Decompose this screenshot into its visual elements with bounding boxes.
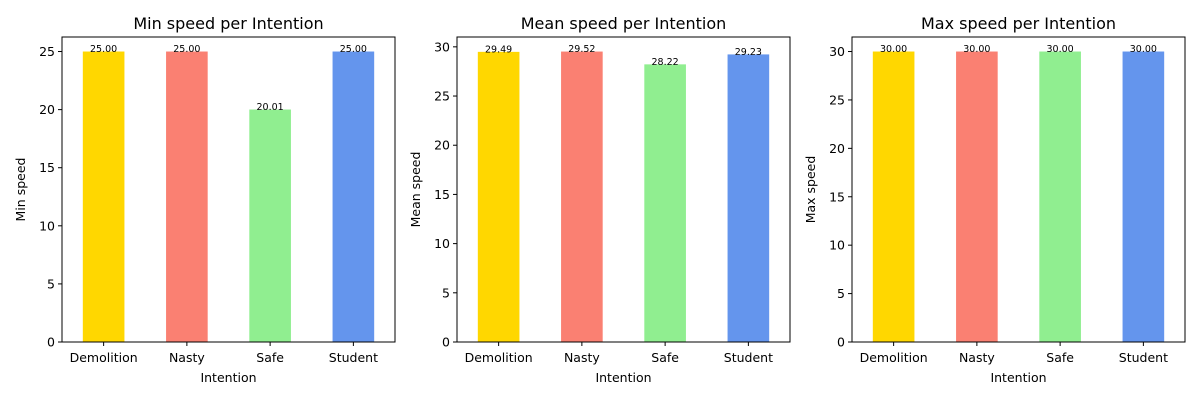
- x-tick-label: Safe: [651, 350, 679, 365]
- chart-panel-3: Max speed per Intention 30.00 30.00 30.00 30…: [803, 14, 1186, 385]
- chart-panel-2: Mean speed per Intention 29.49 29.52 28.22 2…: [408, 14, 791, 385]
- x-tick-label: Student: [1119, 350, 1168, 365]
- chart-panel-1: Min speed per Intention 25.00 25.00 20.01 25…: [13, 14, 396, 385]
- bar-student: [727, 54, 770, 342]
- y-tick-label: 25: [829, 92, 845, 107]
- y-axis-label: Min speed: [13, 158, 28, 222]
- y-tick-label: 15: [39, 160, 55, 175]
- plot-frame: [456, 36, 791, 343]
- bar-nasty: [956, 51, 998, 343]
- x-axis-label: Intention: [595, 370, 651, 385]
- x-tick-label: Student: [329, 350, 378, 365]
- y-tick-label: 20: [829, 141, 845, 156]
- chart-title: Max speed per Intention: [921, 14, 1116, 33]
- x-tick-label: Nasty: [564, 350, 600, 365]
- x-axis-label: Intention: [200, 370, 256, 385]
- y-tick-label: 20: [39, 102, 55, 117]
- x-axis-label: Intention: [990, 370, 1046, 385]
- x-tick-label: Demolition: [70, 350, 138, 365]
- data-label: 25.00: [173, 44, 200, 55]
- chart-title: Mean speed per Intention: [521, 14, 727, 33]
- y-tick-label: 10: [39, 218, 55, 233]
- data-label: 29.49: [485, 44, 512, 55]
- data-label: 29.23: [735, 47, 762, 58]
- bar-safe: [249, 109, 291, 342]
- data-label: 25.00: [90, 44, 117, 55]
- chart-title: Min speed per Intention: [133, 14, 323, 33]
- y-tick-label: 15: [829, 189, 845, 204]
- bar-student: [1122, 51, 1165, 343]
- bar-student: [332, 51, 375, 343]
- data-label: 29.52: [568, 44, 595, 55]
- x-tick-label: Safe: [256, 350, 284, 365]
- bar-safe: [644, 64, 686, 342]
- bar-nasty: [166, 51, 208, 343]
- data-label: 30.00: [1130, 44, 1157, 55]
- bar-safe: [1039, 51, 1081, 343]
- bar-nasty: [561, 51, 603, 343]
- bar-demolition: [82, 51, 125, 343]
- y-axis-label: Max speed: [803, 156, 818, 224]
- x-tick-label: Demolition: [860, 350, 928, 365]
- x-tick-label: Student: [724, 350, 773, 365]
- data-label: 20.01: [257, 102, 284, 113]
- y-tick-label: 0: [47, 335, 55, 350]
- data-label: 30.00: [880, 44, 907, 55]
- y-tick-label: 30: [829, 44, 845, 59]
- y-tick-label: 20: [434, 138, 450, 153]
- y-axis-label: Mean speed: [408, 152, 423, 228]
- y-tick-label: 0: [837, 335, 845, 350]
- y-tick-label: 10: [829, 238, 845, 253]
- y-tick-label: 30: [434, 39, 450, 54]
- data-label: 28.22: [652, 57, 679, 68]
- data-label: 30.00: [963, 44, 990, 55]
- bar-demolition: [872, 51, 915, 343]
- y-tick-label: 25: [434, 89, 450, 104]
- x-tick-label: Nasty: [959, 350, 995, 365]
- x-tick-label: Demolition: [465, 350, 533, 365]
- bar-demolition: [477, 51, 520, 343]
- data-label: 30.00: [1047, 44, 1074, 55]
- y-tick-label: 5: [47, 276, 55, 291]
- x-tick-label: Nasty: [169, 350, 205, 365]
- y-tick-label: 0: [442, 335, 450, 350]
- y-tick-label: 5: [442, 285, 450, 300]
- y-tick-label: 25: [39, 44, 55, 59]
- data-label: 25.00: [340, 44, 367, 55]
- x-tick-label: Safe: [1046, 350, 1074, 365]
- y-tick-label: 10: [434, 236, 450, 251]
- y-tick-label: 5: [837, 286, 845, 301]
- plot-frame: [61, 36, 396, 343]
- plot-frame: [851, 36, 1186, 343]
- y-tick-label: 15: [434, 187, 450, 202]
